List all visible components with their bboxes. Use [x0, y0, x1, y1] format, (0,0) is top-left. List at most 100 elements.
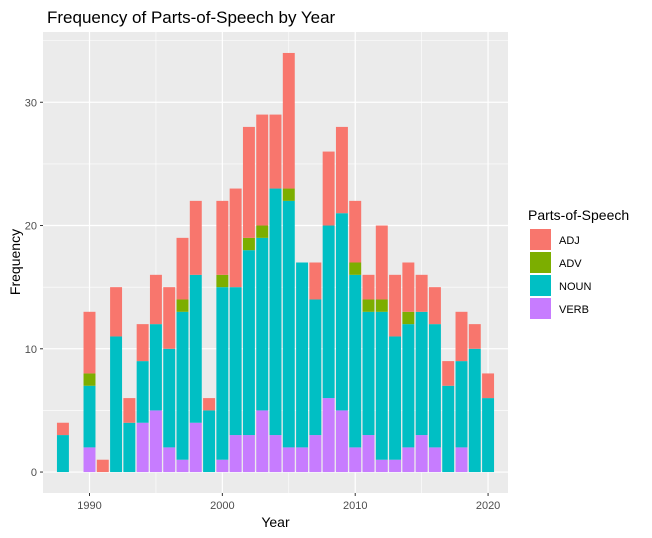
bar-noun-2015 [415, 311, 428, 436]
chart-title: Frequency of Parts-of-Speech by Year [47, 8, 336, 27]
y-tick-label: 20 [25, 221, 37, 233]
bar-adj-2012 [375, 225, 388, 300]
bar-noun-2009 [335, 213, 348, 411]
bar-adv-2005 [282, 188, 295, 201]
bar-noun-1998 [189, 274, 202, 423]
bar-adj-2000 [216, 200, 229, 275]
bar-adj-1996 [163, 287, 176, 349]
bar-adj-2007 [309, 262, 322, 300]
bar-verb-2018 [455, 447, 468, 473]
bar-noun-1993 [123, 422, 136, 473]
bar-verb-2003 [256, 410, 269, 473]
bar-noun-2003 [256, 237, 269, 411]
bar-verb-1990 [83, 447, 96, 473]
bar-adj-1990 [83, 311, 96, 374]
bar-noun-2002 [242, 250, 255, 436]
bar-noun-2012 [375, 311, 388, 460]
y-tick-label: 10 [25, 344, 37, 356]
bar-verb-2012 [375, 459, 388, 473]
bar-noun-2007 [309, 299, 322, 436]
bar-noun-1999 [203, 410, 216, 473]
bar-verb-2005 [282, 447, 295, 473]
bar-adv-1997 [176, 299, 189, 312]
bar-noun-2006 [296, 262, 309, 448]
legend-title: Parts-of-Speech [528, 207, 629, 223]
bar-verb-2008 [322, 398, 335, 473]
bar-adj-2009 [335, 126, 348, 214]
y-tick-label: 30 [25, 97, 37, 109]
y-axis-title: Frequency [7, 229, 23, 295]
bar-noun-1997 [176, 311, 189, 460]
x-tick-label: 2000 [210, 500, 234, 512]
bar-adv-2011 [362, 299, 375, 312]
bar-verb-2014 [402, 447, 415, 473]
bar-adj-2018 [455, 311, 468, 362]
bar-adj-1994 [136, 324, 149, 362]
bar-adv-2002 [242, 237, 255, 251]
bar-noun-1992 [110, 336, 123, 473]
bar-adj-2016 [428, 287, 441, 325]
bar-verb-2004 [269, 435, 282, 473]
bar-adj-2010 [349, 200, 362, 263]
bar-adj-2014 [402, 262, 415, 312]
bar-verb-2010 [349, 447, 362, 473]
bar-verb-2007 [309, 435, 322, 473]
bar-adj-2004 [269, 114, 282, 189]
legend: Parts-of-Speech ADJ ADV NOUN VERB [528, 207, 629, 319]
bar-adv-2010 [349, 262, 362, 275]
bar-noun-2018 [455, 361, 468, 448]
bar-noun-2008 [322, 225, 335, 399]
bar-noun-1996 [163, 348, 176, 448]
bar-verb-1996 [163, 447, 176, 473]
bar-verb-2015 [415, 435, 428, 473]
bar-adj-1991 [96, 459, 109, 473]
bar-noun-2016 [428, 324, 441, 448]
bar-adj-2002 [242, 126, 255, 238]
bar-verb-1994 [136, 422, 149, 473]
bar-verb-2006 [296, 447, 309, 473]
legend-key-noun [530, 275, 551, 296]
bar-noun-2019 [468, 348, 481, 473]
bar-noun-1995 [149, 324, 162, 411]
bar-verb-2002 [242, 435, 255, 473]
bar-adj-1999 [203, 398, 216, 411]
bar-adj-2017 [442, 361, 455, 386]
bar-noun-2020 [482, 398, 495, 473]
bar-noun-2017 [442, 385, 455, 473]
bar-noun-2005 [282, 200, 295, 448]
x-tick-label: 1990 [77, 500, 101, 512]
legend-key-adv [530, 252, 551, 273]
bar-noun-1994 [136, 361, 149, 423]
bar-adj-1998 [189, 200, 202, 275]
bar-adv-2014 [402, 311, 415, 325]
legend-label-adj: ADJ [559, 235, 580, 247]
bar-verb-2011 [362, 435, 375, 473]
bar-noun-1990 [83, 385, 96, 448]
bar-noun-2010 [349, 274, 362, 448]
bar-adj-2005 [282, 52, 295, 189]
bar-noun-2011 [362, 311, 375, 436]
bar-adj-1995 [149, 274, 162, 325]
bar-adj-1992 [110, 287, 123, 337]
y-tick-label: 0 [31, 467, 37, 479]
bar-adj-2001 [229, 188, 242, 288]
bar-adj-2020 [482, 373, 495, 399]
bar-adj-2015 [415, 274, 428, 312]
bar-verb-2000 [216, 459, 229, 473]
legend-label-adv: ADV [559, 258, 582, 270]
bar-noun-1988 [56, 435, 69, 473]
legend-key-verb [530, 298, 551, 319]
bar-adj-2008 [322, 151, 335, 226]
x-tick-label: 2020 [476, 500, 500, 512]
bar-verb-2016 [428, 447, 441, 473]
bar-adv-2012 [375, 299, 388, 312]
bar-verb-1998 [189, 422, 202, 473]
bar-adj-2013 [389, 274, 402, 337]
legend-key-adj [530, 229, 551, 250]
bar-adv-2000 [216, 274, 229, 288]
bar-adj-1988 [56, 422, 69, 436]
bar-adj-1993 [123, 398, 136, 423]
bar-adv-2003 [256, 225, 269, 238]
legend-label-verb: VERB [559, 304, 589, 316]
